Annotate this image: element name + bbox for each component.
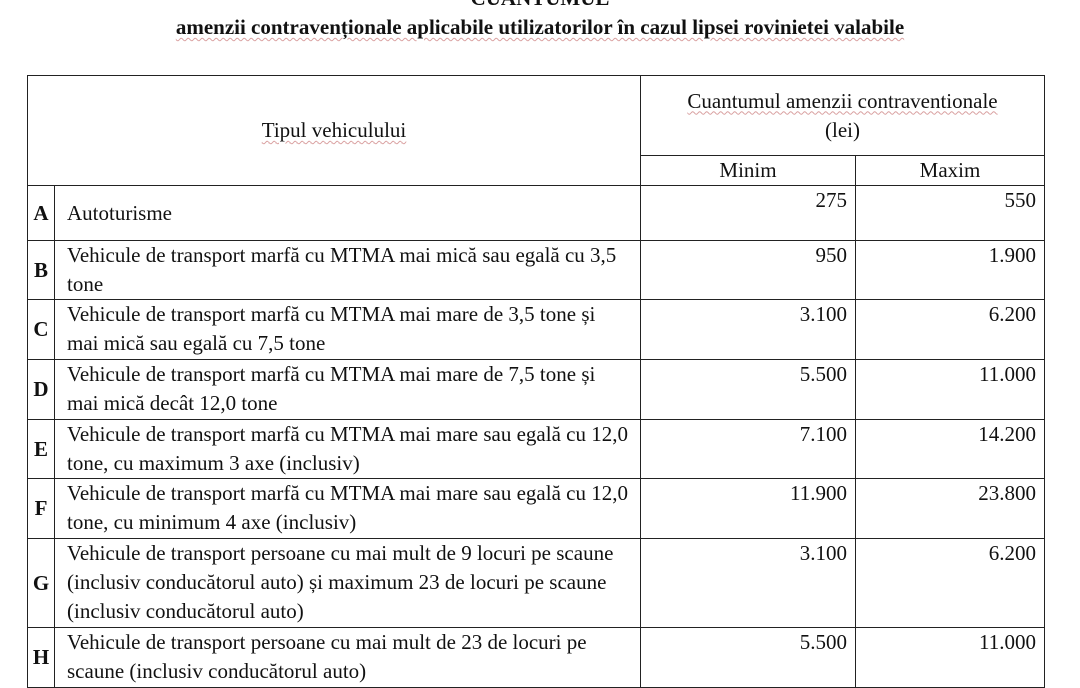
category-letter: H xyxy=(27,627,55,688)
min-fine: 7.100 xyxy=(640,419,856,479)
category-letter: F xyxy=(27,478,55,539)
header-vehicle-type: Tipul vehiculului xyxy=(27,75,641,186)
subheader-row: Minim Maxim xyxy=(28,155,1045,186)
header-row: Tipul vehiculului Cuantumul amenzii cont… xyxy=(27,75,1045,186)
table-row: E Vehicule de transport marfă cu MTMA mai… xyxy=(27,419,1045,479)
category-letter: C xyxy=(27,299,55,360)
max-fine: 1.900 xyxy=(855,240,1045,300)
table-row: F Vehicule de transport marfă cu MTMA mai… xyxy=(27,478,1045,539)
header-fine-text: Cuantumul amenzii contraventionale xyxy=(687,88,998,113)
max-fine: 11.000 xyxy=(855,359,1045,420)
min-fine: 11.900 xyxy=(640,478,856,539)
category-letter: D xyxy=(27,359,55,420)
min-fine: 5.500 xyxy=(640,627,856,688)
category-letter: B xyxy=(27,240,55,300)
vehicle-description: Vehicule de transport marfă cu MTMA mai … xyxy=(54,478,641,539)
fines-table: Tipul vehiculului Cuantumul amenzii cont… xyxy=(27,75,1045,688)
vehicle-description: Vehicule de transport persoane cu mai mu… xyxy=(54,627,641,688)
header-vehicle-type-text: Tipul vehiculului xyxy=(261,118,407,142)
min-fine: 3.100 xyxy=(640,538,856,628)
header-fine-unit: (lei) xyxy=(825,117,860,142)
max-fine: 6.200 xyxy=(855,299,1045,360)
min-fine: 275 xyxy=(640,185,856,241)
min-fine: 5.500 xyxy=(640,359,856,420)
category-letter: A xyxy=(27,185,55,241)
max-fine: 6.200 xyxy=(855,538,1045,628)
table-row: A Autoturisme 275 550 xyxy=(27,185,1045,241)
table-row: H Vehicule de transport persoane cu mai m… xyxy=(27,627,1045,688)
max-fine: 11.000 xyxy=(855,627,1045,688)
table-row: G Vehicule de transport persoane cu mai m… xyxy=(27,538,1045,628)
max-fine: 23.800 xyxy=(855,478,1045,539)
vehicle-description: Autoturisme xyxy=(54,185,641,241)
header-max: Maxim xyxy=(855,155,1045,186)
vehicle-description: Vehicule de transport persoane cu mai mu… xyxy=(54,538,641,628)
vehicle-description: Vehicule de transport marfă cu MTMA mai … xyxy=(54,240,641,300)
table-row: C Vehicule de transport marfă cu MTMA mai… xyxy=(27,299,1045,360)
table-row: D Vehicule de transport marfă cu MTMA mai… xyxy=(27,359,1045,420)
category-letter: E xyxy=(27,419,55,479)
min-fine: 950 xyxy=(640,240,856,300)
min-fine: 3.100 xyxy=(640,299,856,360)
header-min: Minim xyxy=(640,155,856,186)
table-row: B Vehicule de transport marfă cu MTMA mai… xyxy=(27,240,1045,300)
category-letter: G xyxy=(27,538,55,628)
max-fine: 14.200 xyxy=(855,419,1045,479)
max-fine: 550 xyxy=(855,185,1045,241)
vehicle-description: Vehicule de transport marfă cu MTMA mai … xyxy=(54,299,641,360)
vehicle-description: Vehicule de transport marfă cu MTMA mai … xyxy=(54,359,641,420)
document-subtitle: amenzii contravenționale aplicabile util… xyxy=(0,15,1080,40)
subtitle-text: amenzii contravenționale aplicabile util… xyxy=(175,15,905,39)
document-title: CUANTUMUL xyxy=(0,0,1080,11)
vehicle-description: Vehicule de transport marfă cu MTMA mai … xyxy=(54,419,641,479)
header-fine-amount: Cuantumul amenzii contraventionale (lei) xyxy=(640,75,1045,156)
